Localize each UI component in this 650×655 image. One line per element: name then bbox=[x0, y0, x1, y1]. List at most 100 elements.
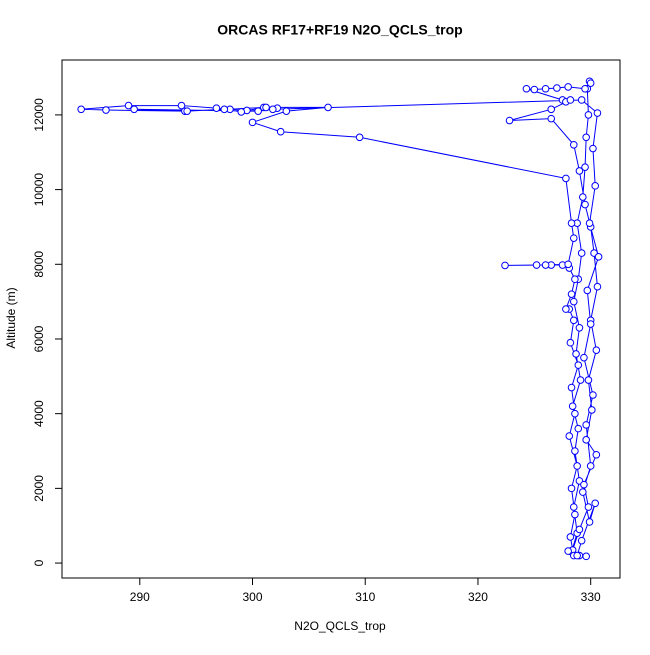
data-point bbox=[585, 518, 594, 526]
data-point bbox=[573, 551, 581, 560]
data-point bbox=[530, 85, 539, 94]
data-point bbox=[591, 182, 600, 190]
data-point bbox=[541, 261, 550, 269]
data-point bbox=[547, 105, 556, 114]
data-point bbox=[177, 101, 186, 110]
data-point bbox=[592, 450, 601, 459]
data-point bbox=[220, 105, 229, 114]
data-point bbox=[579, 488, 587, 496]
data-point bbox=[522, 84, 531, 93]
data-point bbox=[276, 127, 285, 136]
data-point bbox=[567, 484, 576, 493]
data-point bbox=[575, 525, 584, 534]
data-point bbox=[567, 219, 576, 228]
data-point bbox=[566, 533, 575, 541]
data-point bbox=[282, 107, 291, 115]
x-tick-label: 300 bbox=[242, 590, 262, 604]
data-point bbox=[567, 383, 576, 392]
data-point bbox=[592, 346, 601, 354]
data-point bbox=[569, 297, 578, 306]
data-point bbox=[212, 104, 221, 112]
data-point bbox=[569, 316, 578, 325]
data-point bbox=[541, 84, 550, 93]
data-point bbox=[586, 79, 595, 87]
plot-frame bbox=[61, 59, 621, 579]
data-point bbox=[562, 305, 570, 313]
data-point bbox=[584, 503, 593, 511]
data-point bbox=[581, 200, 589, 209]
data-point bbox=[580, 353, 588, 362]
data-point bbox=[581, 163, 589, 171]
data-point bbox=[505, 116, 514, 125]
data-point bbox=[324, 103, 332, 112]
x-tick-label: 330 bbox=[581, 590, 601, 604]
data-point bbox=[571, 275, 579, 284]
data-point bbox=[583, 286, 592, 295]
data-point bbox=[589, 391, 597, 399]
data-point bbox=[577, 536, 586, 545]
x-tick-label: 310 bbox=[355, 590, 375, 604]
data-point bbox=[355, 133, 364, 142]
data-point bbox=[593, 109, 602, 117]
data-point bbox=[586, 462, 595, 470]
data-point bbox=[571, 447, 579, 455]
data-point bbox=[568, 402, 577, 411]
data-point bbox=[580, 480, 588, 489]
data-point bbox=[576, 376, 585, 384]
data-point bbox=[102, 106, 110, 114]
data-point bbox=[582, 133, 590, 142]
data-point bbox=[593, 282, 602, 291]
data-point bbox=[553, 84, 561, 92]
x-tick-label: 320 bbox=[468, 590, 488, 604]
data-point bbox=[577, 96, 586, 104]
data-point bbox=[591, 499, 600, 508]
data-point bbox=[569, 140, 578, 149]
data-point bbox=[501, 261, 509, 270]
data-point bbox=[269, 105, 277, 114]
data-point bbox=[573, 462, 581, 470]
data-point bbox=[584, 376, 593, 384]
data-point bbox=[532, 261, 541, 269]
data-point bbox=[572, 350, 580, 358]
chart-title: ORCAS RF17+RF19 N2O_QCLS_trop bbox=[217, 22, 462, 38]
data-point bbox=[564, 260, 572, 269]
data-point bbox=[565, 432, 574, 440]
data-point bbox=[575, 167, 584, 175]
data-point bbox=[77, 105, 85, 114]
data-point bbox=[574, 361, 583, 369]
data-point bbox=[589, 144, 597, 153]
data-point bbox=[582, 552, 590, 561]
data-point bbox=[130, 105, 138, 114]
data-point bbox=[571, 409, 579, 418]
data-point bbox=[564, 547, 572, 555]
data-point bbox=[248, 118, 257, 127]
y-axis-label: Altitude (m) bbox=[4, 287, 18, 348]
data-point bbox=[571, 510, 579, 519]
y-tick-label: 12000 bbox=[32, 98, 46, 132]
y-tick-label: 4000 bbox=[32, 400, 46, 427]
y-tick-label: 0 bbox=[32, 559, 46, 566]
data-point bbox=[575, 323, 584, 332]
data-point bbox=[262, 103, 270, 112]
data-point bbox=[567, 290, 576, 298]
data-point bbox=[584, 111, 593, 119]
data-point bbox=[547, 114, 556, 123]
data-point bbox=[569, 503, 578, 511]
y-tick-label: 10000 bbox=[32, 173, 46, 207]
data-point bbox=[588, 406, 596, 414]
data-point bbox=[594, 253, 603, 261]
data-point bbox=[564, 83, 572, 91]
data-point bbox=[566, 96, 575, 104]
data-point bbox=[124, 101, 133, 110]
data-point bbox=[254, 107, 262, 115]
data-point bbox=[579, 193, 587, 201]
data-point bbox=[562, 174, 570, 183]
y-tick-label: 8000 bbox=[32, 251, 46, 278]
data-point bbox=[582, 436, 590, 444]
data-point bbox=[574, 424, 583, 433]
data-point bbox=[569, 234, 578, 242]
data-point bbox=[237, 108, 246, 116]
data-point bbox=[586, 320, 595, 328]
